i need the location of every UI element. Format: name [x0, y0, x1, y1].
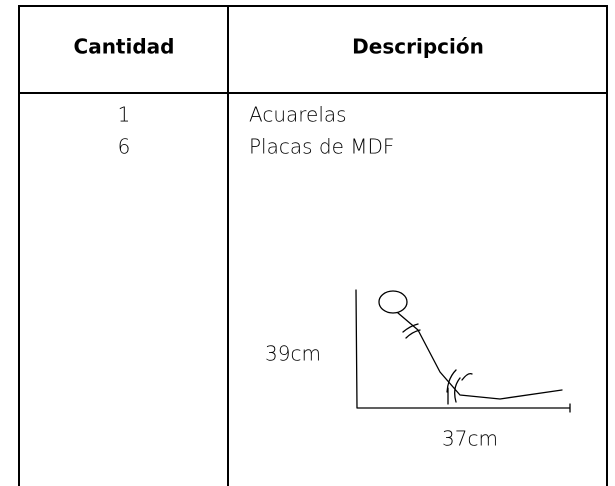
sketch [355, 289, 571, 413]
sketch-circle [378, 290, 408, 314]
header-cell: Descripción [352, 35, 484, 59]
description: Placas de MDF [249, 135, 394, 159]
sketch-marks [402, 323, 473, 405]
sketch-axes [355, 289, 571, 413]
quantity: 6 [118, 135, 131, 159]
sketch-label: 37cm [442, 427, 498, 451]
description: Acuarelas [249, 103, 347, 127]
header-cell: Cantidad [74, 35, 175, 59]
quantity: 1 [118, 103, 131, 127]
sketch-label: 39cm [265, 342, 321, 366]
sketch-line [397, 312, 563, 400]
table-borders [18, 5, 608, 486]
